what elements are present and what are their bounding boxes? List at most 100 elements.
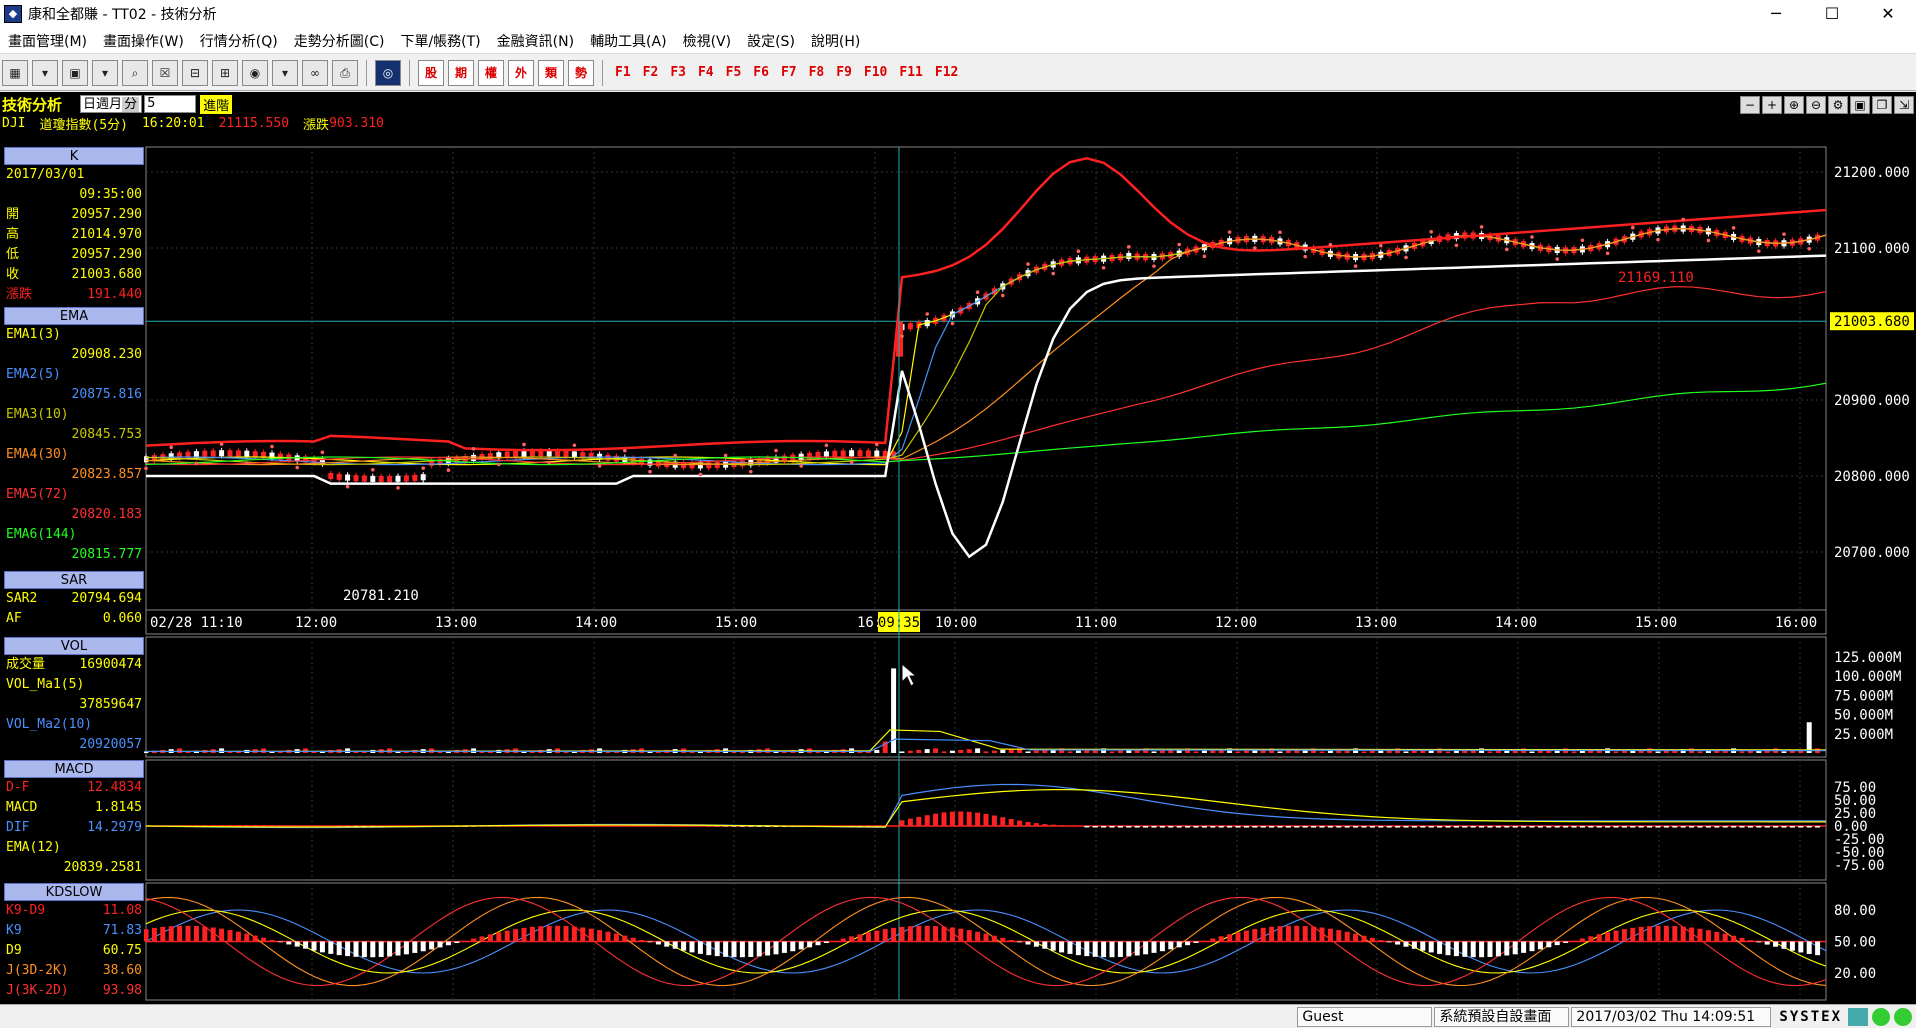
kd-histogram-bar: [1134, 941, 1140, 956]
menu-item-5[interactable]: 金融資訊(N): [496, 33, 575, 50]
fkey-f3[interactable]: F3: [670, 65, 686, 80]
fkey-f4[interactable]: F4: [697, 65, 714, 80]
sar-panel-title[interactable]: SAR: [4, 571, 144, 589]
period-selector[interactable]: 日週月分: [80, 95, 143, 113]
quick-button-0[interactable]: 股: [418, 59, 444, 86]
sar-dot: [1202, 254, 1207, 259]
fkey-f10[interactable]: F10: [863, 65, 888, 80]
volume-bar: [1445, 751, 1451, 753]
minutes-select[interactable]: 5: [144, 95, 197, 113]
zoom-out-icon[interactable]: −: [1740, 96, 1760, 114]
kd-histogram-bar: [1731, 935, 1737, 942]
macd-histogram-bar: [1588, 826, 1594, 828]
advanced-button[interactable]: 進階: [200, 94, 233, 114]
volume-bar: [437, 751, 443, 753]
quick-button-1[interactable]: 期: [448, 59, 474, 86]
quick-button-2[interactable]: 權: [478, 59, 504, 86]
zoom-in-icon[interactable]: +: [1762, 96, 1782, 114]
period-週[interactable]: 週: [96, 97, 110, 112]
candle-body: [353, 475, 359, 482]
volume-bar: [1134, 749, 1140, 753]
vol-panel-title[interactable]: VOL: [4, 637, 144, 655]
tile-icon[interactable]: ⊞: [212, 59, 238, 86]
magnify-icon[interactable]: ⊕: [1784, 96, 1804, 114]
sar-dot: [1026, 262, 1030, 266]
globe-icon[interactable]: ◉: [242, 59, 268, 86]
k-panel: K 2017/03/01 09:35:00 開 20957.290 高 21014.9…: [4, 147, 144, 305]
maximize-button[interactable]: ☐: [1824, 4, 1840, 23]
pin-icon[interactable]: ⇲: [1894, 96, 1914, 114]
dropdown-arrow-icon[interactable]: ▾: [272, 59, 298, 86]
quick-button-4[interactable]: 類: [538, 59, 564, 86]
save-layout-icon[interactable]: ▣: [62, 59, 88, 86]
fkey-f12[interactable]: F12: [934, 65, 959, 80]
volume-bar: [1453, 750, 1459, 753]
search-icon[interactable]: ⌕: [122, 59, 148, 86]
period-月[interactable]: 月: [109, 97, 123, 112]
macd-histogram-bar: [1630, 826, 1636, 828]
period-日[interactable]: 日: [83, 97, 97, 112]
dropdown-arrow-icon[interactable]: ▾: [32, 59, 58, 86]
volume-bar: [143, 751, 149, 753]
menu-item-6[interactable]: 輔助工具(A): [590, 33, 667, 50]
quick-button-3[interactable]: 外: [508, 59, 534, 86]
quick-button-5[interactable]: 勢: [568, 59, 594, 86]
fkey-f2[interactable]: F2: [642, 65, 659, 80]
magnify-minus-icon[interactable]: ⊖: [1806, 96, 1826, 114]
fkey-f5[interactable]: F5: [725, 65, 742, 80]
close-button[interactable]: ✕: [1881, 4, 1895, 23]
kd-histogram-bar: [504, 930, 510, 942]
volume-bar: [1126, 749, 1132, 753]
macd-histogram-bar: [756, 826, 762, 827]
ema-rows-value-1: 20875.816: [71, 387, 142, 402]
settings-icon[interactable]: ⚙: [1828, 96, 1848, 114]
volume-bar: [1504, 749, 1510, 753]
layout-icon[interactable]: ▦: [2, 59, 28, 86]
menu-item-0[interactable]: 畫面管理(M): [8, 33, 88, 50]
window-icon[interactable]: ❐: [1872, 96, 1892, 114]
dropdown-arrow-icon[interactable]: ▾: [92, 59, 118, 86]
macd-histogram-bar: [1395, 826, 1401, 828]
menu-item-7[interactable]: 檢視(V): [682, 33, 732, 50]
macd-tick-0: 75.00: [1834, 780, 1876, 796]
save-icon[interactable]: ▣: [1850, 96, 1870, 114]
fkey-f11[interactable]: F11: [899, 65, 923, 80]
macd-histogram-bar: [277, 825, 283, 826]
menu-item-3[interactable]: 走勢分析圖(C): [293, 33, 385, 50]
menu-item-9[interactable]: 說明(H): [810, 33, 861, 50]
fkey-f1[interactable]: F1: [615, 65, 631, 80]
kd-histogram-bar: [193, 926, 199, 942]
print-icon[interactable]: ⎙: [332, 59, 358, 86]
fkey-f9[interactable]: F9: [836, 65, 852, 80]
k-panel-title[interactable]: K: [4, 147, 144, 165]
chart-canvas[interactable]: 21200.000 21100.000 20900.000 20800.000 2070…: [0, 92, 1916, 1004]
macd-panel-title[interactable]: MACD: [4, 760, 144, 778]
menu-item-8[interactable]: 設定(S): [747, 33, 795, 50]
close-window-icon[interactable]: ☒: [152, 59, 178, 86]
fkey-f6[interactable]: F6: [753, 65, 769, 80]
minimize-button[interactable]: ─: [1771, 4, 1781, 23]
brand-icon[interactable]: ◎: [375, 59, 401, 86]
period-分[interactable]: 分: [122, 97, 140, 112]
split-icon[interactable]: ⊟: [182, 59, 208, 86]
menu-item-4[interactable]: 下單/帳務(T): [400, 33, 481, 50]
volume-bar: [353, 751, 359, 753]
ema-panel-title[interactable]: EMA: [4, 307, 144, 325]
macd-histogram-bar: [1386, 826, 1392, 828]
status-layout[interactable]: 系統預設自設畫面: [1434, 1006, 1570, 1027]
time-tick-7: 10:00: [935, 615, 977, 631]
kd-histogram-bar: [1487, 941, 1493, 957]
kd-histogram-bar: [151, 927, 157, 942]
fkey-f8[interactable]: F8: [808, 65, 825, 80]
macd-histogram-bar: [1151, 826, 1157, 828]
link-icon[interactable]: ∞: [302, 59, 328, 86]
volume-bar: [1462, 749, 1468, 753]
fkey-f7[interactable]: F7: [780, 65, 797, 80]
menu-item-1[interactable]: 畫面操作(W): [103, 33, 184, 50]
window-title: 康和全都賺 - TT02 - 技術分析: [28, 7, 217, 23]
candle-body: [882, 450, 888, 458]
kdslow-panel-title[interactable]: KDSLOW: [4, 883, 144, 901]
kd-histogram-bar: [1563, 941, 1569, 943]
menu-item-2[interactable]: 行情分析(Q): [199, 33, 278, 50]
kd-histogram-bar: [739, 941, 745, 958]
